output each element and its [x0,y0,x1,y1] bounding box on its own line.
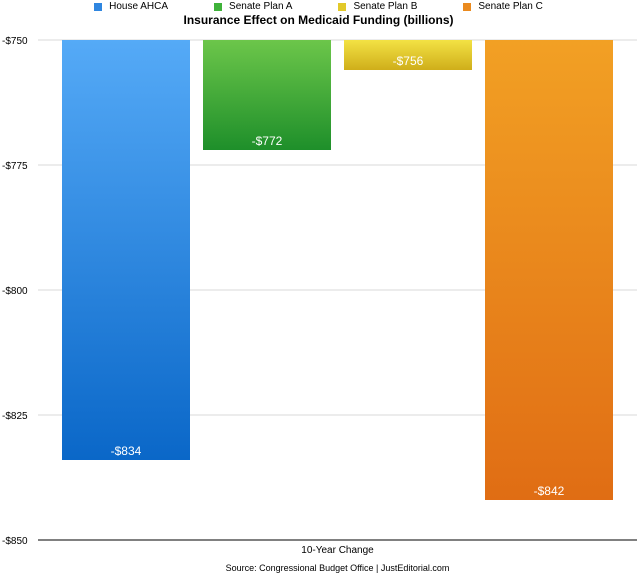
y-tick-label: -$800 [2,286,28,297]
legend-item-senate-plan-a: Senate Plan A [214,1,292,13]
legend-item-senate-plan-c: Senate Plan C [463,1,543,13]
y-tick-label: -$775 [2,161,28,172]
data-label: -$834 [111,444,142,458]
legend-swatch [338,3,347,11]
legend-swatch [214,3,223,11]
legend-swatch [94,3,103,11]
bar-house-ahca [62,40,190,460]
y-tick-label: -$850 [2,536,28,547]
bar-senate-plan-a [203,40,331,150]
y-tick-label: -$750 [2,36,28,47]
legend-item-senate-plan-b: Senate Plan B [338,1,417,13]
x-category-label: 10-Year Change [301,545,374,556]
bar-senate-plan-b [344,40,472,70]
legend: House AHCA Senate Plan A Senate Plan B S… [0,1,637,13]
source-note: Source: Congressional Budget Office | Ju… [225,563,450,573]
bar-senate-plan-c [485,40,613,500]
data-label: -$772 [252,134,283,148]
legend-label: Senate Plan B [353,1,418,12]
legend-label: Senate Plan C [478,1,543,12]
legend-swatch [463,3,472,11]
legend-label: Senate Plan A [229,1,293,12]
chart-title: Insurance Effect on Medicaid Funding (bi… [183,13,454,27]
legend-item-house-ahca: House AHCA [94,1,168,13]
y-tick-label: -$825 [2,411,28,422]
data-label: -$756 [393,54,424,68]
legend-label: House AHCA [109,1,169,12]
data-label: -$842 [534,484,565,498]
